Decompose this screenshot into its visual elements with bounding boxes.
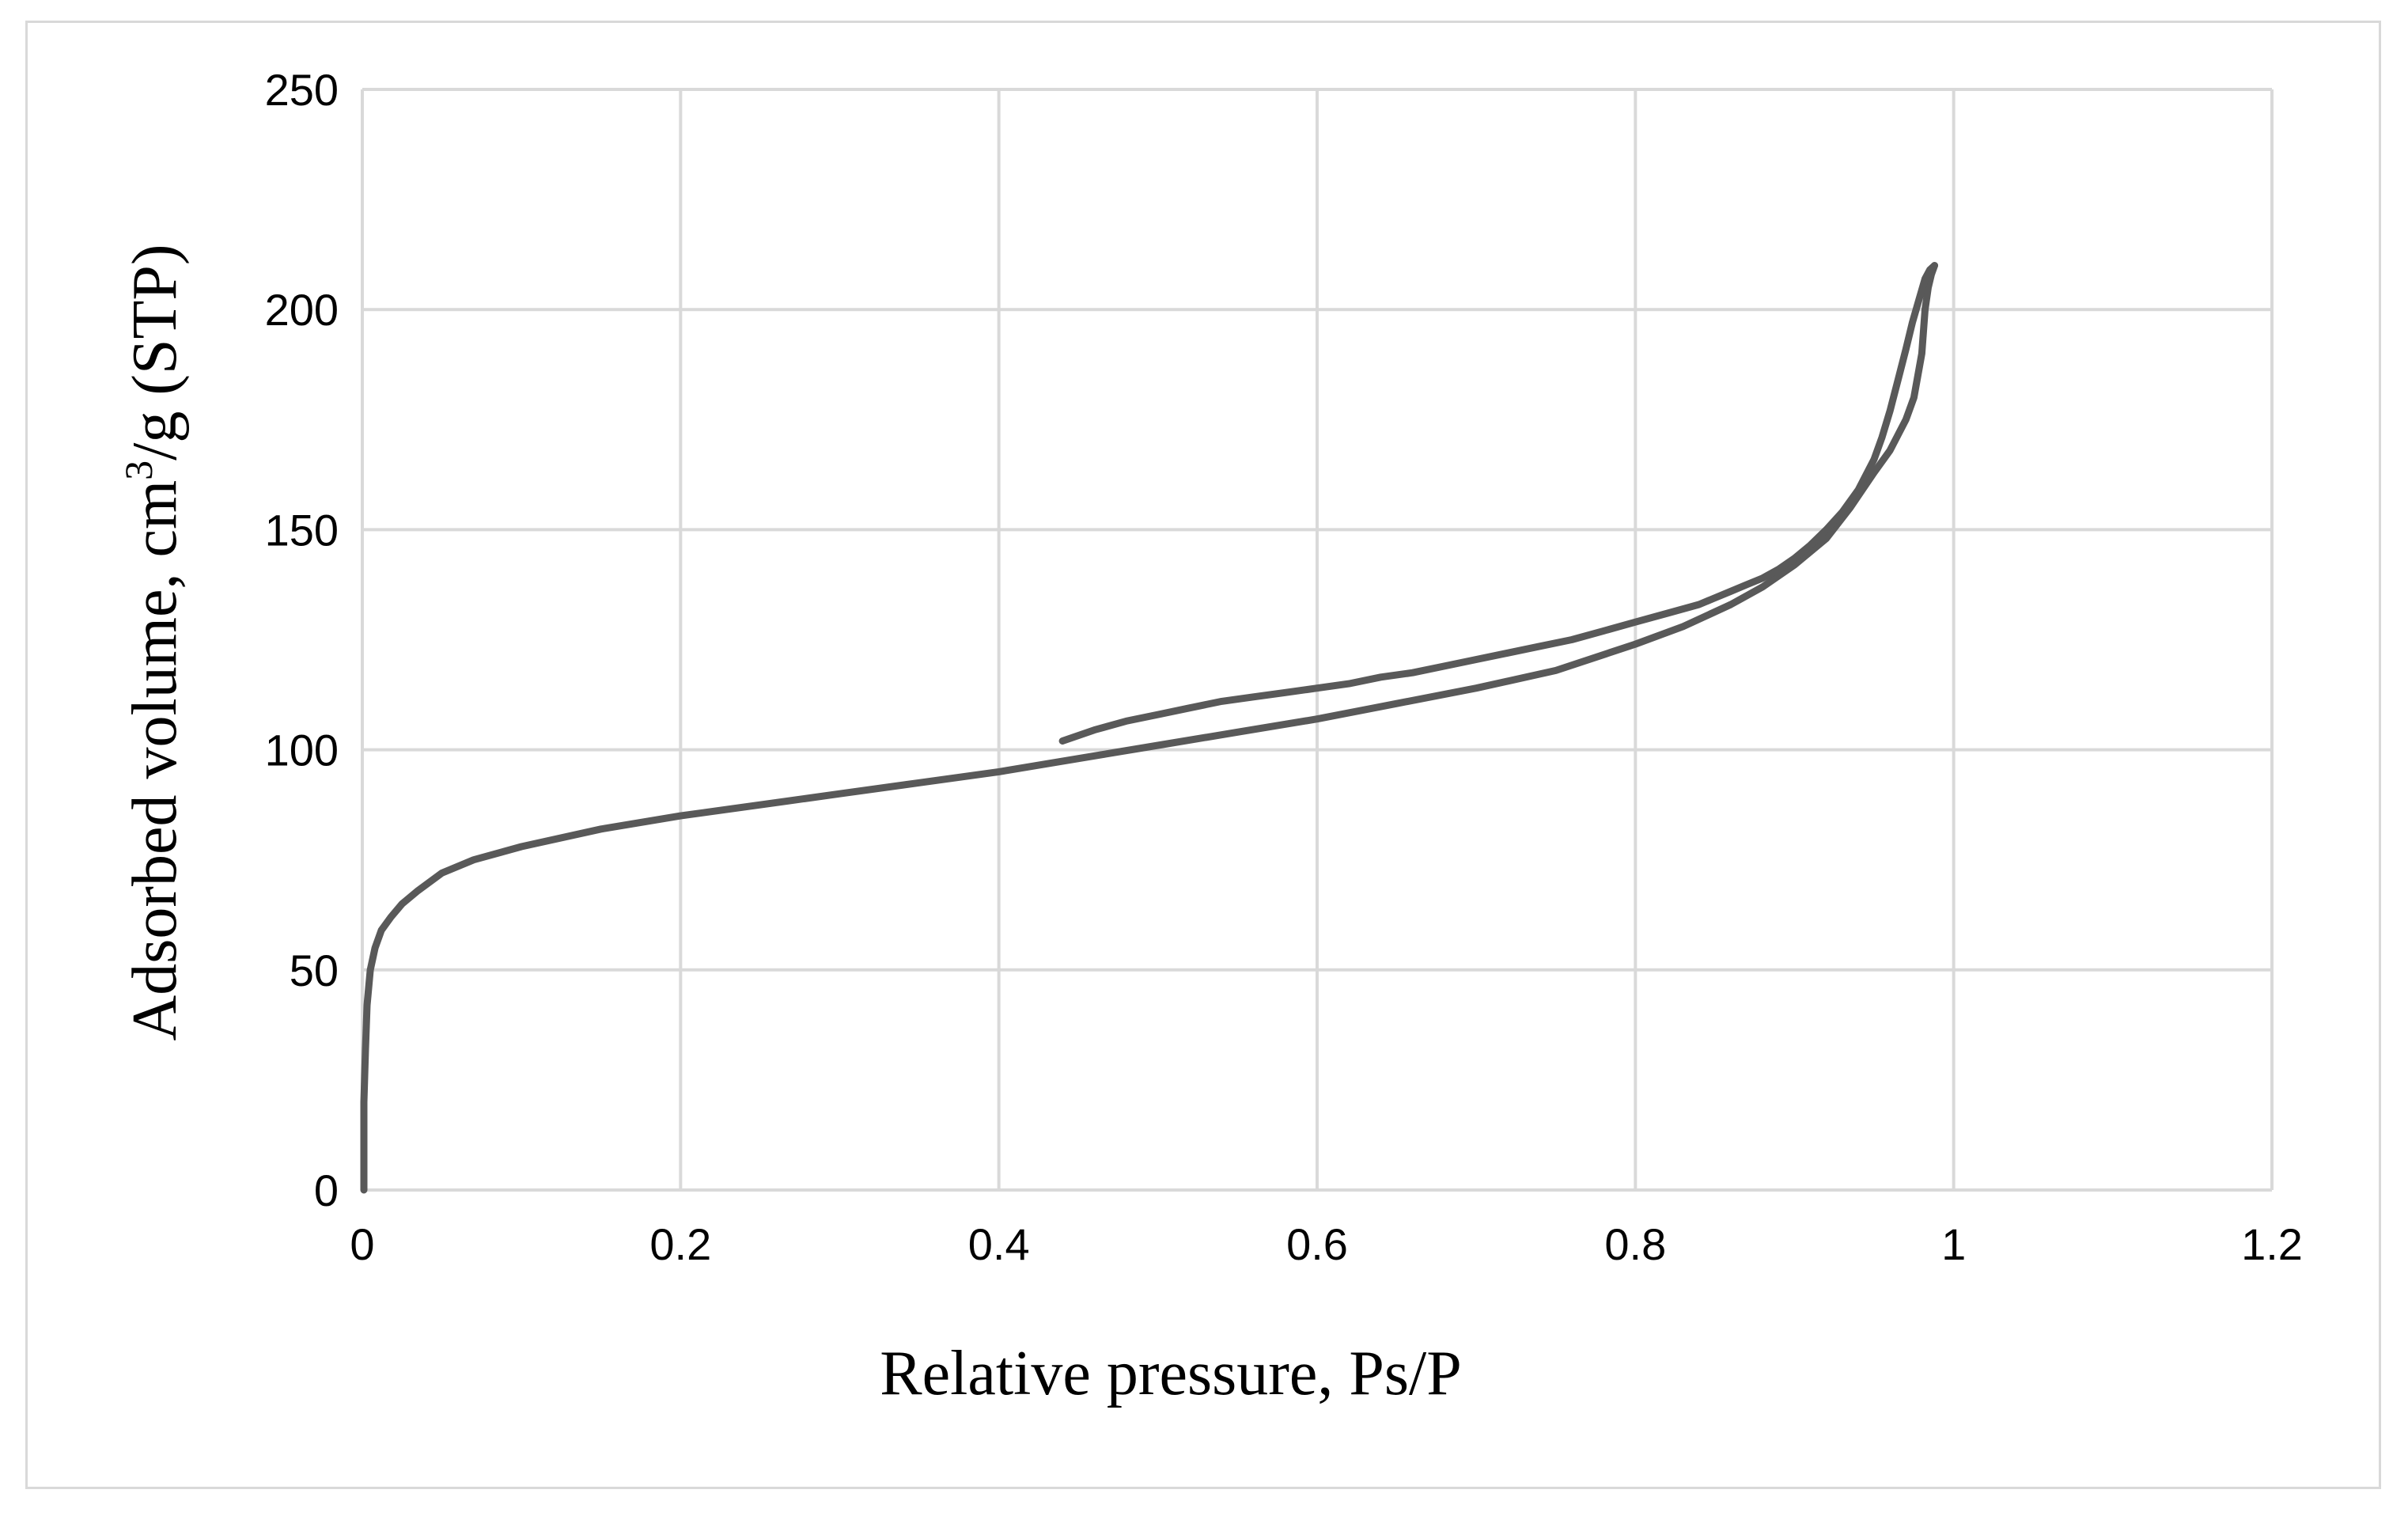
axes [361, 89, 2272, 1192]
y-tick-label: 100 [265, 726, 339, 775]
y-axis-title: Adsorbed volume, cm3/g (STP) [116, 244, 190, 1040]
y-axis-title-prefix: Adsorbed volume, cm [120, 480, 190, 1041]
x-tick-label: 1.2 [2241, 1219, 2303, 1269]
chart-frame [25, 21, 2381, 1489]
x-tick-label: 0.4 [968, 1219, 1030, 1269]
x-tick-label: 0.6 [1286, 1219, 1348, 1269]
y-tick-labels: 0 50 100 150 200 250 [265, 65, 339, 1215]
y-axis-title-suffix: /g (STP) [120, 244, 190, 460]
x-tick-labels: 0 0.2 0.4 0.6 0.8 1 1.2 [350, 1219, 2303, 1269]
series-line-desorption [1058, 262, 1938, 745]
y-axis-title-superscript: 3 [116, 460, 161, 480]
y-tick-label: 150 [265, 505, 339, 555]
x-tick-label: 0.8 [1604, 1219, 1666, 1269]
y-tick-label: 200 [265, 285, 339, 335]
x-tick-label: 0 [350, 1219, 374, 1269]
gridlines [362, 88, 2274, 1190]
y-tick-label: 250 [265, 65, 339, 115]
series-group [360, 262, 1938, 1194]
y-tick-label: 0 [314, 1165, 339, 1215]
x-tick-label: 0.2 [649, 1219, 711, 1269]
series-line-adsorption [360, 262, 1938, 1194]
x-tick-label: 1 [1941, 1219, 1966, 1269]
y-tick-label: 50 [290, 946, 339, 995]
x-axis-title: Relative pressure, Ps/P [880, 1339, 1461, 1408]
